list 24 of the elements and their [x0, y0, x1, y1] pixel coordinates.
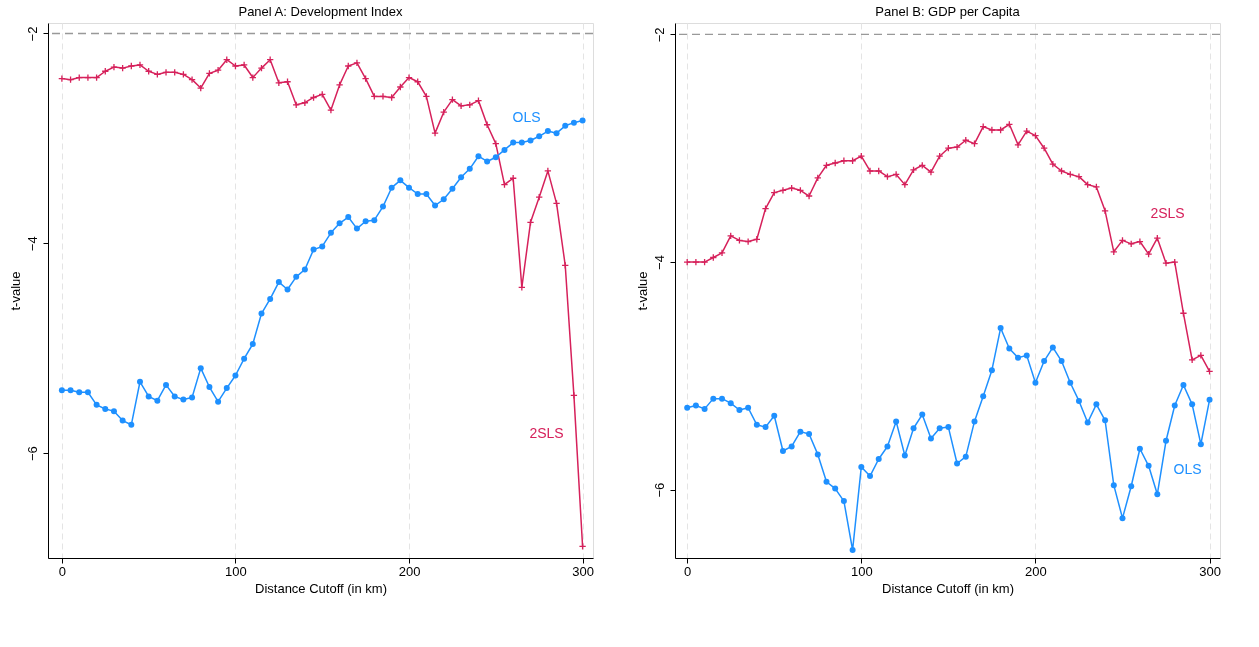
- chart-title: Panel B: GDP per Capita: [875, 4, 1021, 19]
- series-label: 2SLS: [1150, 205, 1185, 222]
- x-tick-label: 0: [684, 563, 692, 579]
- y-axis-title: t-value: [634, 271, 650, 311]
- x-tick-label: 200: [398, 563, 421, 579]
- y-tick-label: −4: [651, 255, 667, 270]
- x-tick-label: 0: [58, 563, 66, 579]
- series-label: OLS: [512, 108, 541, 125]
- series-label: 2SLS: [529, 425, 564, 442]
- y-tick-label: −2: [24, 26, 40, 42]
- x-tick-label: 300: [1199, 563, 1221, 579]
- x-axis-title: Distance Cutoff (in km): [255, 580, 387, 596]
- x-tick-label: 100: [850, 563, 873, 579]
- y-tick-label: −6: [651, 482, 667, 498]
- x-tick-label: 300: [572, 563, 594, 579]
- y-tick-label: −6: [24, 446, 40, 462]
- x-tick-label: 200: [1025, 563, 1047, 579]
- series-label: OLS: [1173, 460, 1202, 477]
- y-axis-title: t-value: [7, 271, 23, 311]
- chart-title: Panel A: Development Index: [238, 4, 404, 19]
- x-axis-title: Distance Cutoff (in km): [882, 580, 1014, 596]
- x-tick-label: 100: [225, 563, 247, 579]
- y-tick-label: −4: [24, 236, 40, 252]
- y-tick-label: −2: [651, 27, 667, 43]
